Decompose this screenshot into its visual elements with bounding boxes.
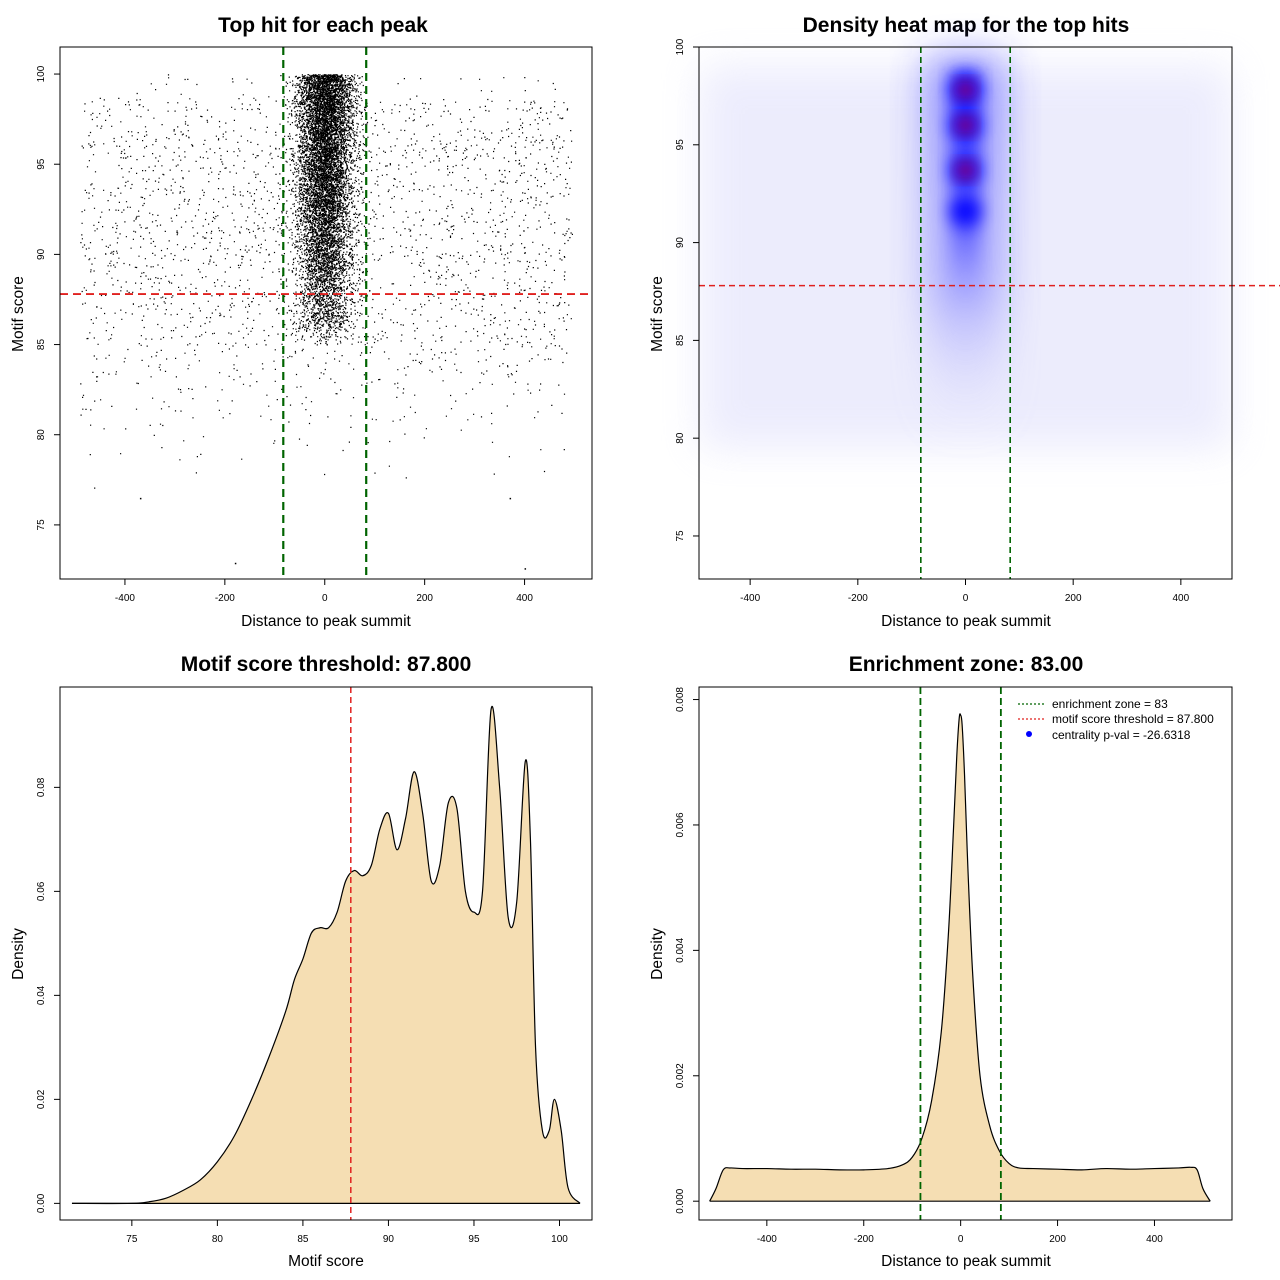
x-tick-label: 0 bbox=[958, 1234, 964, 1245]
y-tick-label: 85 bbox=[675, 334, 686, 346]
y-tick-label: 0.006 bbox=[675, 812, 686, 837]
scatter-outlier-point bbox=[234, 562, 237, 565]
scatter-reference-lines bbox=[60, 47, 592, 579]
legend-label-centrality: centrality p-val = -26.6318 bbox=[1052, 728, 1191, 742]
x-tick-label: 200 bbox=[1065, 593, 1082, 604]
scatter-point-cloud bbox=[80, 74, 573, 489]
y-tick-label: 0.000 bbox=[675, 1188, 686, 1213]
x-tick-label: 400 bbox=[1173, 593, 1190, 604]
enrichment-panel: Enrichment zone: 83.00 Distance to peak … bbox=[649, 653, 1233, 1270]
y-tick-label: 80 bbox=[675, 432, 686, 444]
legend-label-motif-threshold: motif score threshold = 87.800 bbox=[1052, 712, 1214, 726]
enrichment-legend: enrichment zone = 83 motif score thresho… bbox=[1018, 697, 1214, 742]
y-tick-label: 100 bbox=[675, 38, 686, 55]
y-tick-label: 0.004 bbox=[675, 937, 686, 962]
heatmap-ticks: -400 -200 0 200 400 75 80 85 90 95 100 bbox=[675, 38, 1190, 604]
y-tick-label: 0.08 bbox=[36, 777, 47, 797]
heatmap-hotspot-red bbox=[957, 117, 974, 134]
density-curve bbox=[709, 713, 1211, 1202]
heatmap-hotspot-red bbox=[957, 82, 974, 99]
scatter-ylabel: Motif score bbox=[10, 276, 27, 352]
x-tick-label: -400 bbox=[757, 1234, 777, 1245]
heatmap-plot-frame bbox=[698, 46, 1233, 580]
x-tick-label: 0 bbox=[322, 593, 328, 604]
score-density-ylabel: Density bbox=[10, 928, 27, 980]
legend-label-enrichment-zone: enrichment zone = 83 bbox=[1052, 697, 1168, 711]
heatmap-panel: Density heat map for the top hits Distan… bbox=[649, 14, 1280, 630]
enrichment-plot-frame bbox=[698, 686, 1233, 1221]
x-tick-label: 200 bbox=[416, 593, 433, 604]
density-curve bbox=[71, 705, 581, 1205]
heatmap-ylabel: Motif score bbox=[649, 276, 666, 352]
score-density-area bbox=[71, 705, 581, 1205]
y-tick-label: 90 bbox=[36, 248, 47, 260]
x-tick-label: 400 bbox=[1146, 1234, 1163, 1245]
y-tick-label: 95 bbox=[36, 158, 47, 170]
x-tick-label: 85 bbox=[297, 1234, 309, 1245]
y-tick-label: 85 bbox=[36, 339, 47, 351]
x-tick-label: 200 bbox=[1049, 1234, 1066, 1245]
score-density-title: Motif score threshold: 87.800 bbox=[181, 653, 472, 676]
density-fill bbox=[709, 713, 1211, 1202]
scatter-plot-frame bbox=[59, 46, 593, 580]
x-tick-label: 90 bbox=[383, 1234, 395, 1245]
x-tick-label: -200 bbox=[848, 593, 868, 604]
x-tick-label: -200 bbox=[215, 593, 235, 604]
x-tick-label: 100 bbox=[551, 1234, 568, 1245]
x-tick-label: 400 bbox=[516, 593, 533, 604]
x-tick-label: -400 bbox=[115, 593, 135, 604]
heatmap-hotspot-blue bbox=[950, 196, 981, 227]
x-tick-label: -400 bbox=[740, 593, 760, 604]
heatmap-xlabel: Distance to peak summit bbox=[881, 613, 1051, 630]
y-tick-label: 75 bbox=[675, 530, 686, 542]
x-tick-label: 80 bbox=[212, 1234, 224, 1245]
scatter-ticks: -400 -200 0 200 400 75 80 85 90 95 100 bbox=[36, 65, 533, 604]
enrichment-ylabel: Density bbox=[649, 928, 666, 980]
heatmap-title: Density heat map for the top hits bbox=[803, 14, 1130, 37]
score-density-ticks: 75 80 85 90 95 100 0.00 0.02 0.04 0.06 0.08 bbox=[36, 777, 568, 1245]
scatter-outlier-point bbox=[139, 497, 142, 500]
y-tick-label: 0.04 bbox=[36, 985, 47, 1005]
scatter-outlier-point bbox=[524, 568, 527, 570]
y-tick-label: 0.008 bbox=[675, 687, 686, 712]
scatter-outlier-point bbox=[509, 497, 512, 500]
enrichment-density-area bbox=[709, 713, 1211, 1202]
y-tick-label: 100 bbox=[36, 65, 47, 82]
y-tick-label: 0.002 bbox=[675, 1063, 686, 1088]
y-tick-label: 0.02 bbox=[36, 1089, 47, 1109]
score-density-plot-frame bbox=[59, 686, 593, 1221]
heatmap-reference-lines bbox=[699, 47, 1280, 579]
scatter-title: Top hit for each peak bbox=[218, 14, 428, 37]
y-tick-label: 75 bbox=[36, 519, 47, 531]
x-tick-label: -200 bbox=[854, 1234, 874, 1245]
score-density-xlabel: Motif score bbox=[288, 1253, 364, 1270]
scatter-points bbox=[80, 74, 573, 570]
y-tick-label: 80 bbox=[36, 429, 47, 441]
legend-swatch-centrality bbox=[1026, 731, 1032, 737]
scatter-panel: Top hit for each peak Distance to peak s… bbox=[10, 14, 593, 630]
x-tick-label: 75 bbox=[126, 1234, 138, 1245]
enrichment-ticks: -400 -200 0 200 400 0.000 0.002 0.004 0.006 0.008 bbox=[675, 687, 1163, 1245]
heatmap-hotspot-red bbox=[957, 162, 974, 179]
score-density-panel: Motif score threshold: 87.800 Motif scor… bbox=[10, 653, 593, 1270]
x-tick-label: 95 bbox=[468, 1234, 480, 1245]
density-fill bbox=[71, 706, 581, 1204]
scatter-xlabel: Distance to peak summit bbox=[241, 613, 411, 630]
y-tick-label: 0.06 bbox=[36, 881, 47, 901]
y-tick-label: 95 bbox=[675, 139, 686, 151]
y-tick-label: 0.00 bbox=[36, 1193, 47, 1213]
heatmap-density bbox=[701, 56, 1230, 448]
enrichment-title: Enrichment zone: 83.00 bbox=[849, 653, 1084, 676]
enrichment-xlabel: Distance to peak summit bbox=[881, 1253, 1051, 1270]
y-tick-label: 90 bbox=[675, 237, 686, 249]
x-tick-label: 0 bbox=[963, 593, 969, 604]
enrichment-zone-lines bbox=[919, 687, 1002, 1220]
